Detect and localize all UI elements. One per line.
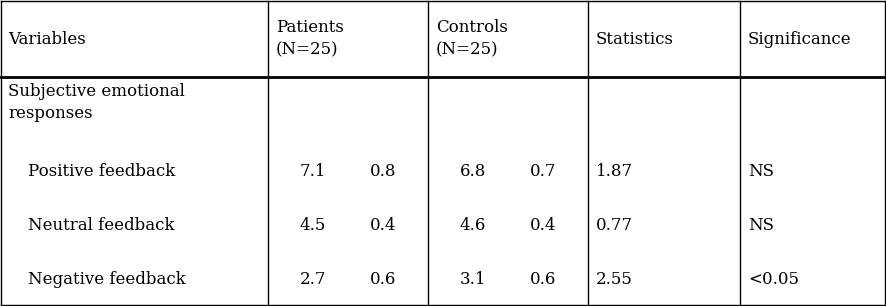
Text: Variables: Variables (8, 31, 86, 47)
Text: 2.55: 2.55 (596, 271, 633, 289)
Text: 0.4: 0.4 (530, 218, 556, 234)
Text: Negative feedback: Negative feedback (28, 271, 186, 289)
Text: 0.4: 0.4 (370, 218, 396, 234)
Text: NS: NS (748, 163, 774, 181)
Text: 4.6: 4.6 (460, 218, 486, 234)
Text: 0.7: 0.7 (530, 163, 556, 181)
Text: Neutral feedback: Neutral feedback (28, 218, 175, 234)
Text: Controls
(N=25): Controls (N=25) (436, 19, 508, 59)
Text: Subjective emotional
responses: Subjective emotional responses (8, 83, 185, 122)
Text: Patients
(N=25): Patients (N=25) (276, 19, 344, 59)
Text: NS: NS (748, 218, 774, 234)
Text: 4.5: 4.5 (299, 218, 326, 234)
Text: 0.6: 0.6 (530, 271, 556, 289)
Text: 0.8: 0.8 (370, 163, 396, 181)
Text: Statistics: Statistics (596, 31, 674, 47)
Text: 6.8: 6.8 (460, 163, 486, 181)
Text: 3.1: 3.1 (460, 271, 486, 289)
Text: Positive feedback: Positive feedback (28, 163, 175, 181)
Text: Significance: Significance (748, 31, 851, 47)
Text: 2.7: 2.7 (299, 271, 326, 289)
Text: 0.77: 0.77 (596, 218, 633, 234)
Text: 7.1: 7.1 (299, 163, 326, 181)
Text: 0.6: 0.6 (370, 271, 396, 289)
Text: <0.05: <0.05 (748, 271, 799, 289)
Text: 1.87: 1.87 (596, 163, 633, 181)
